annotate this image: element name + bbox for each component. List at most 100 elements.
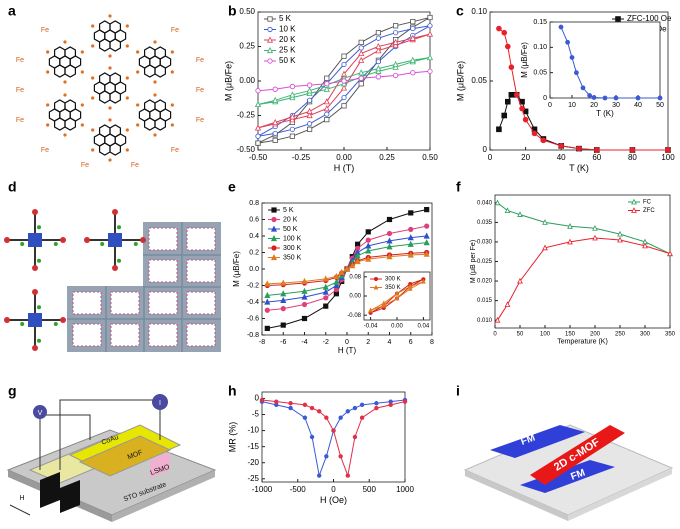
schematic-label: FM xyxy=(519,432,536,447)
sulfur xyxy=(108,106,112,110)
marker xyxy=(365,255,372,262)
molecule-structure xyxy=(46,14,174,162)
ring xyxy=(144,46,156,60)
marker xyxy=(255,133,261,139)
marker xyxy=(301,315,308,322)
legend-marker xyxy=(267,16,273,22)
marker xyxy=(289,113,296,120)
pore xyxy=(143,222,183,256)
x-axis-label: H (T) xyxy=(334,163,355,173)
pore xyxy=(143,286,183,320)
legend-label: 10 K xyxy=(279,25,296,34)
fe-label: Fe xyxy=(196,57,204,64)
marker xyxy=(365,237,371,243)
marker xyxy=(494,199,501,206)
x-tick-label: 0.00 xyxy=(336,153,352,162)
atom xyxy=(4,237,10,243)
marker xyxy=(410,19,416,25)
marker xyxy=(504,207,511,214)
marker xyxy=(635,95,641,101)
marker xyxy=(375,59,381,65)
schematic-label: MOF xyxy=(127,449,144,461)
marker xyxy=(375,65,382,72)
marker xyxy=(306,111,313,119)
legend-label: 5 K xyxy=(279,14,292,23)
marker xyxy=(504,43,511,50)
atom xyxy=(20,242,25,246)
legend-label: ZFC xyxy=(643,208,655,214)
marker xyxy=(259,397,265,403)
marker xyxy=(542,219,548,225)
legend-label: 300 K xyxy=(385,277,401,283)
x-tick-label: 350 xyxy=(665,332,676,338)
marker xyxy=(352,405,358,411)
marker xyxy=(407,251,414,258)
marker xyxy=(375,74,381,80)
sulfur xyxy=(63,93,67,97)
marker xyxy=(306,121,313,127)
sulfur xyxy=(170,70,174,74)
marker xyxy=(324,75,330,81)
marker xyxy=(280,322,286,328)
marker xyxy=(407,240,414,247)
marker xyxy=(341,53,347,59)
marker xyxy=(345,473,350,478)
sulfur xyxy=(170,50,174,54)
sulfur xyxy=(136,70,140,74)
pore-inner xyxy=(110,291,140,315)
x-tick-label: 0 xyxy=(488,153,493,162)
pore xyxy=(181,222,221,256)
y-tick-label: 0.4 xyxy=(249,233,259,240)
pore-inner xyxy=(148,291,178,315)
marker xyxy=(420,278,426,284)
marker xyxy=(381,300,387,306)
fe-label: Fe xyxy=(41,147,49,154)
x-tick-label: 80 xyxy=(628,153,637,162)
marker xyxy=(665,147,671,153)
sulfur xyxy=(63,80,67,84)
legend-marker xyxy=(267,58,273,64)
marker xyxy=(358,39,364,45)
marker xyxy=(301,277,308,284)
marker xyxy=(407,234,414,241)
marker xyxy=(264,280,271,287)
pore xyxy=(181,286,221,320)
x-tick-label: 8 xyxy=(430,339,434,346)
marker xyxy=(288,401,293,406)
marker xyxy=(349,262,356,269)
pore-inner xyxy=(148,227,178,251)
pore xyxy=(143,318,183,352)
x-tick-label: 0.00 xyxy=(391,324,403,330)
x-tick-label: 0 xyxy=(331,485,336,494)
legend-label: 5 K xyxy=(283,207,294,214)
pore xyxy=(181,254,221,288)
marker xyxy=(576,145,582,152)
marker xyxy=(667,250,673,257)
marker xyxy=(354,258,361,265)
pore xyxy=(105,286,145,320)
marker xyxy=(322,288,329,295)
sulfur xyxy=(125,128,129,132)
marker xyxy=(374,401,379,406)
ring xyxy=(154,99,166,113)
atom xyxy=(20,322,25,326)
marker xyxy=(407,283,413,289)
marker xyxy=(274,399,279,404)
y-tick-label: -0.08 xyxy=(347,313,361,319)
marker xyxy=(306,97,313,103)
marker xyxy=(254,100,262,108)
legend-label: 350 K xyxy=(283,254,302,261)
marker xyxy=(272,130,278,137)
marker xyxy=(392,23,399,29)
y-tick-label: 0.50 xyxy=(239,7,255,16)
y-tick-label: 0.25 xyxy=(239,42,255,51)
x-tick-label: 20 xyxy=(590,102,598,109)
x-tick-label: 0 xyxy=(345,339,349,346)
x-tick-label: 0.25 xyxy=(379,153,395,162)
atom xyxy=(37,225,41,230)
marker xyxy=(317,473,322,478)
atom xyxy=(112,265,118,271)
x-axis-label: Temperature (K) xyxy=(557,339,608,346)
x-tick-label: 200 xyxy=(590,332,601,338)
